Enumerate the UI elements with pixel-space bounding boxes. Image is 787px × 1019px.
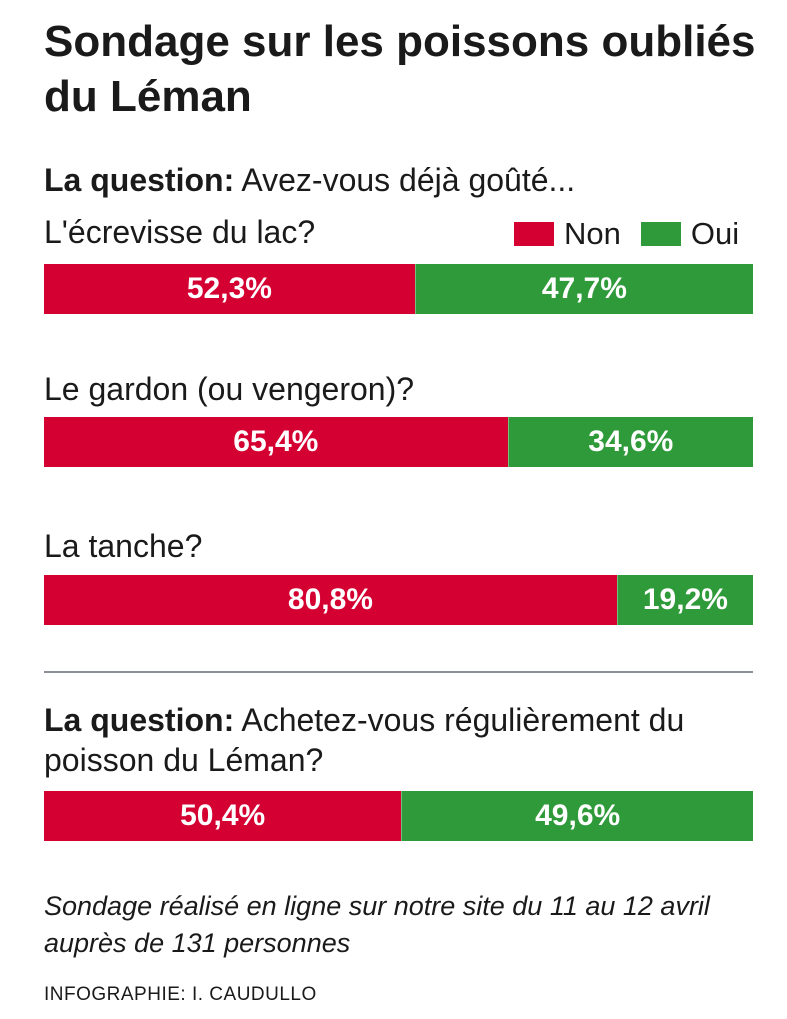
survey-note: Sondage réalisé en ligne sur notre site … [44,891,710,958]
data-label-oui: 34,6% [588,425,674,458]
bar-achat: 50,4% 49,6% [44,791,753,841]
bar-segment-non: 65,4% [44,417,508,467]
bar-label-tanche: La tanche? [44,528,203,564]
question-1-text: Avez-vous déjà goûté... [234,162,576,198]
bar-segment-non: 52,3% [44,264,415,314]
bar-label-ecrevisse: L'écrevisse du lac? [44,214,316,250]
bar-ecrevisse: 52,3% 47,7% [44,264,753,314]
legend: Non Oui [514,216,739,252]
bar-gardon: 65,4% 34,6% [44,417,753,467]
legend-swatch-oui [640,222,681,246]
chart-title: Sondage sur les poissons oubliés du Léma… [44,17,756,121]
question-2-text: Achetez-vous régulièrement du poisson du… [44,702,685,778]
bar-label-gardon: Le gardon (ou vengeron)? [44,371,415,407]
bar-segment-oui: 49,6% [401,791,753,841]
data-label-non: 50,4% [180,799,266,832]
bar-segment-non: 80,8% [44,575,617,625]
data-label-oui: 19,2% [642,583,728,616]
question-2-label: La question: [44,702,235,738]
bar-segment-oui: 34,6% [507,417,753,467]
bar-segment-oui: 19,2% [616,575,753,625]
question-1: La question: Avez-vous déjà goûté... [44,160,575,200]
data-label-oui: 47,7% [541,272,627,305]
legend-label-non: Non [564,216,621,251]
bar-tanche: 80,8% 19,2% [44,575,753,625]
credit: INFOGRAPHIE: I. CAUDULLO [44,984,317,1005]
data-label-oui: 49,6% [535,799,621,832]
legend-swatch-non [514,222,554,246]
question-2: La question: Achetez-vous régulièrement … [44,700,754,780]
data-label-non: 80,8% [287,583,373,616]
bar-segment-non: 50,4% [44,791,402,841]
data-label-non: 52,3% [186,272,272,305]
divider [44,671,753,673]
question-1-label: La question: [44,162,235,198]
data-label-non: 65,4% [233,425,319,458]
legend-label-oui: Oui [690,216,740,251]
bar-segment-oui: 47,7% [414,264,753,314]
